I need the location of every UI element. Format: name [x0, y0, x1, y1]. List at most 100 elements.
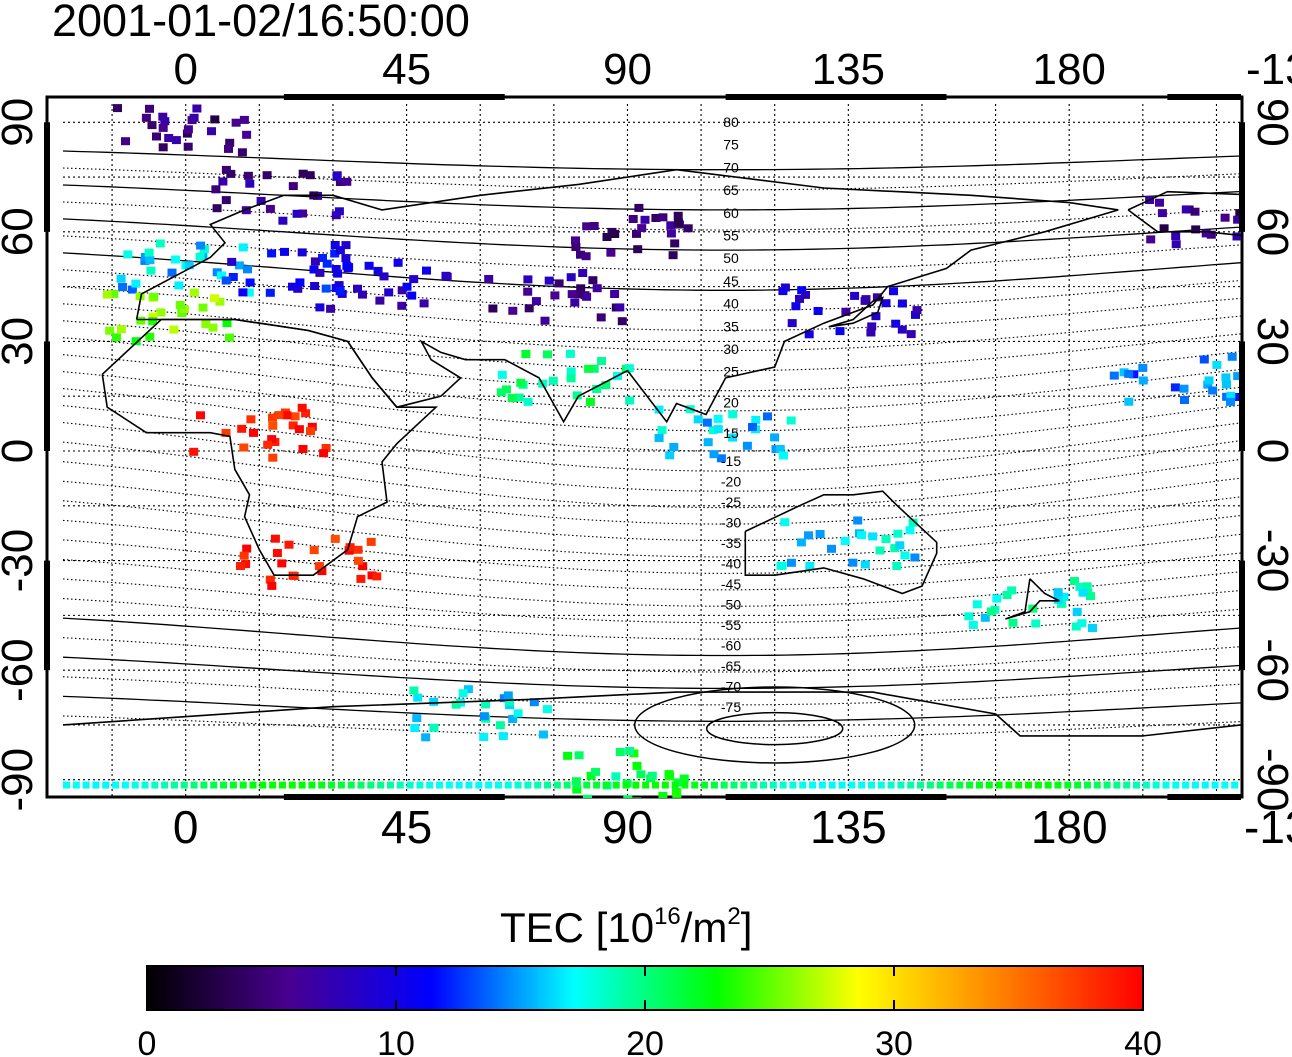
tec-pixel	[356, 574, 366, 583]
tec-pixel	[246, 415, 256, 424]
tec-pixel	[503, 691, 513, 700]
tec-pixel	[804, 531, 813, 540]
tec-pixel	[111, 333, 121, 342]
tec-pixel	[298, 445, 308, 453]
tec-pixel	[372, 572, 382, 581]
tec-pixel	[310, 257, 320, 266]
tec-pixel	[636, 770, 646, 779]
tec-pixel	[243, 171, 253, 180]
tec-pixel	[775, 445, 785, 453]
magnetic-contour-label: -40	[721, 556, 741, 572]
tec-pixel	[152, 132, 161, 141]
tec-pixel	[572, 391, 582, 400]
tec-pixel	[245, 179, 255, 188]
tec-pixel	[728, 433, 738, 442]
tec-polar-pixel	[759, 781, 767, 789]
tec-pixel	[623, 795, 633, 798]
tec-pixel	[1235, 209, 1241, 218]
tec-pixel	[113, 104, 122, 113]
tec-pixel	[208, 323, 218, 332]
longitude-label-bottom: 45	[381, 801, 432, 853]
tec-cluster	[484, 269, 627, 326]
magnetic-contour	[63, 480, 1241, 542]
tec-pixel	[912, 306, 922, 315]
tec-pixel	[1059, 592, 1069, 601]
tec-pixel	[666, 221, 676, 230]
tec-pixel	[196, 411, 205, 420]
tec-pixel	[136, 316, 146, 325]
tec-pixel	[397, 286, 407, 295]
tec-polar-pixel	[544, 781, 552, 789]
tec-polar-pixel	[82, 781, 90, 789]
tec-pixel	[1232, 393, 1241, 401]
tec-polar-pixel	[1034, 781, 1042, 789]
tec-pixel	[640, 215, 650, 224]
longitude-label-bottom: 90	[602, 801, 653, 853]
coastline	[1005, 578, 1060, 620]
tec-pixel	[393, 258, 403, 267]
tec-polar-pixel	[632, 781, 640, 789]
tec-pixel	[554, 279, 564, 288]
tec-polar-pixel	[681, 781, 689, 789]
tec-pixel	[778, 287, 788, 296]
magnetic-contour-label: -30	[721, 515, 741, 531]
tec-polar-pixel	[151, 781, 159, 789]
tec-pixel	[364, 261, 374, 270]
tec-pixel	[1221, 373, 1231, 382]
tec-pixel	[123, 250, 133, 259]
magnetic-contour	[63, 150, 1241, 171]
tec-polar-pixel	[308, 781, 316, 789]
tec-pixel	[679, 774, 689, 783]
magnetic-contour-label: 65	[723, 182, 739, 198]
tec-polar-pixel	[956, 781, 964, 789]
tec-pixel	[890, 544, 900, 553]
tec-pixel	[265, 575, 275, 584]
tec-pixel	[330, 534, 340, 543]
tec-pixel	[523, 275, 533, 284]
tec-polar-pixel	[475, 781, 483, 789]
axis-bar-segment	[1239, 560, 1245, 671]
tec-pixel	[335, 287, 345, 296]
tec-pixel	[481, 700, 491, 709]
tec-pixel	[242, 544, 252, 553]
tec-polar-pixel	[229, 781, 237, 789]
tec-pixel	[155, 239, 165, 248]
tec-pixel	[606, 248, 616, 257]
tec-pixel	[192, 104, 202, 113]
magnetic-contour	[63, 441, 1241, 509]
tec-polar-pixel	[494, 781, 502, 789]
tec-pixel	[288, 421, 298, 430]
tec-polar-pixel	[318, 781, 326, 789]
tec-pixel	[189, 113, 199, 122]
tec-pixel	[881, 535, 891, 544]
latitude-label-left: 60	[0, 207, 42, 256]
latitude-label-left: 30	[0, 317, 42, 366]
tec-pixel	[1233, 372, 1241, 381]
tec-pixel	[632, 797, 642, 798]
tec-pixel	[307, 422, 317, 431]
tec-pixel	[319, 449, 329, 458]
tec-pixel	[570, 298, 580, 307]
colorbar-tick-label: 0	[138, 1025, 157, 1057]
tec-pixel	[239, 115, 249, 124]
tec-pixel	[212, 204, 222, 213]
tec-pixel	[632, 229, 641, 238]
tec-pixel	[565, 349, 575, 358]
tec-pixel	[968, 621, 978, 629]
tec-pixel	[906, 330, 916, 339]
tec-pixel	[228, 273, 238, 281]
magnetic-contour	[63, 201, 1241, 231]
tec-pixel	[244, 288, 254, 297]
tec-pixel	[908, 518, 918, 527]
tec-pixel	[321, 284, 331, 293]
tec-pixel	[728, 410, 738, 419]
tec-pixel	[265, 204, 275, 213]
tec-pixel	[268, 421, 278, 430]
tec-pixel	[632, 761, 642, 770]
tec-pixel	[116, 325, 126, 334]
tec-pixel	[860, 296, 870, 305]
tec-polar-pixel	[720, 781, 728, 789]
axis-bar-segment	[1167, 794, 1241, 800]
tec-pixel	[637, 224, 647, 233]
tec-pixel	[358, 562, 368, 571]
